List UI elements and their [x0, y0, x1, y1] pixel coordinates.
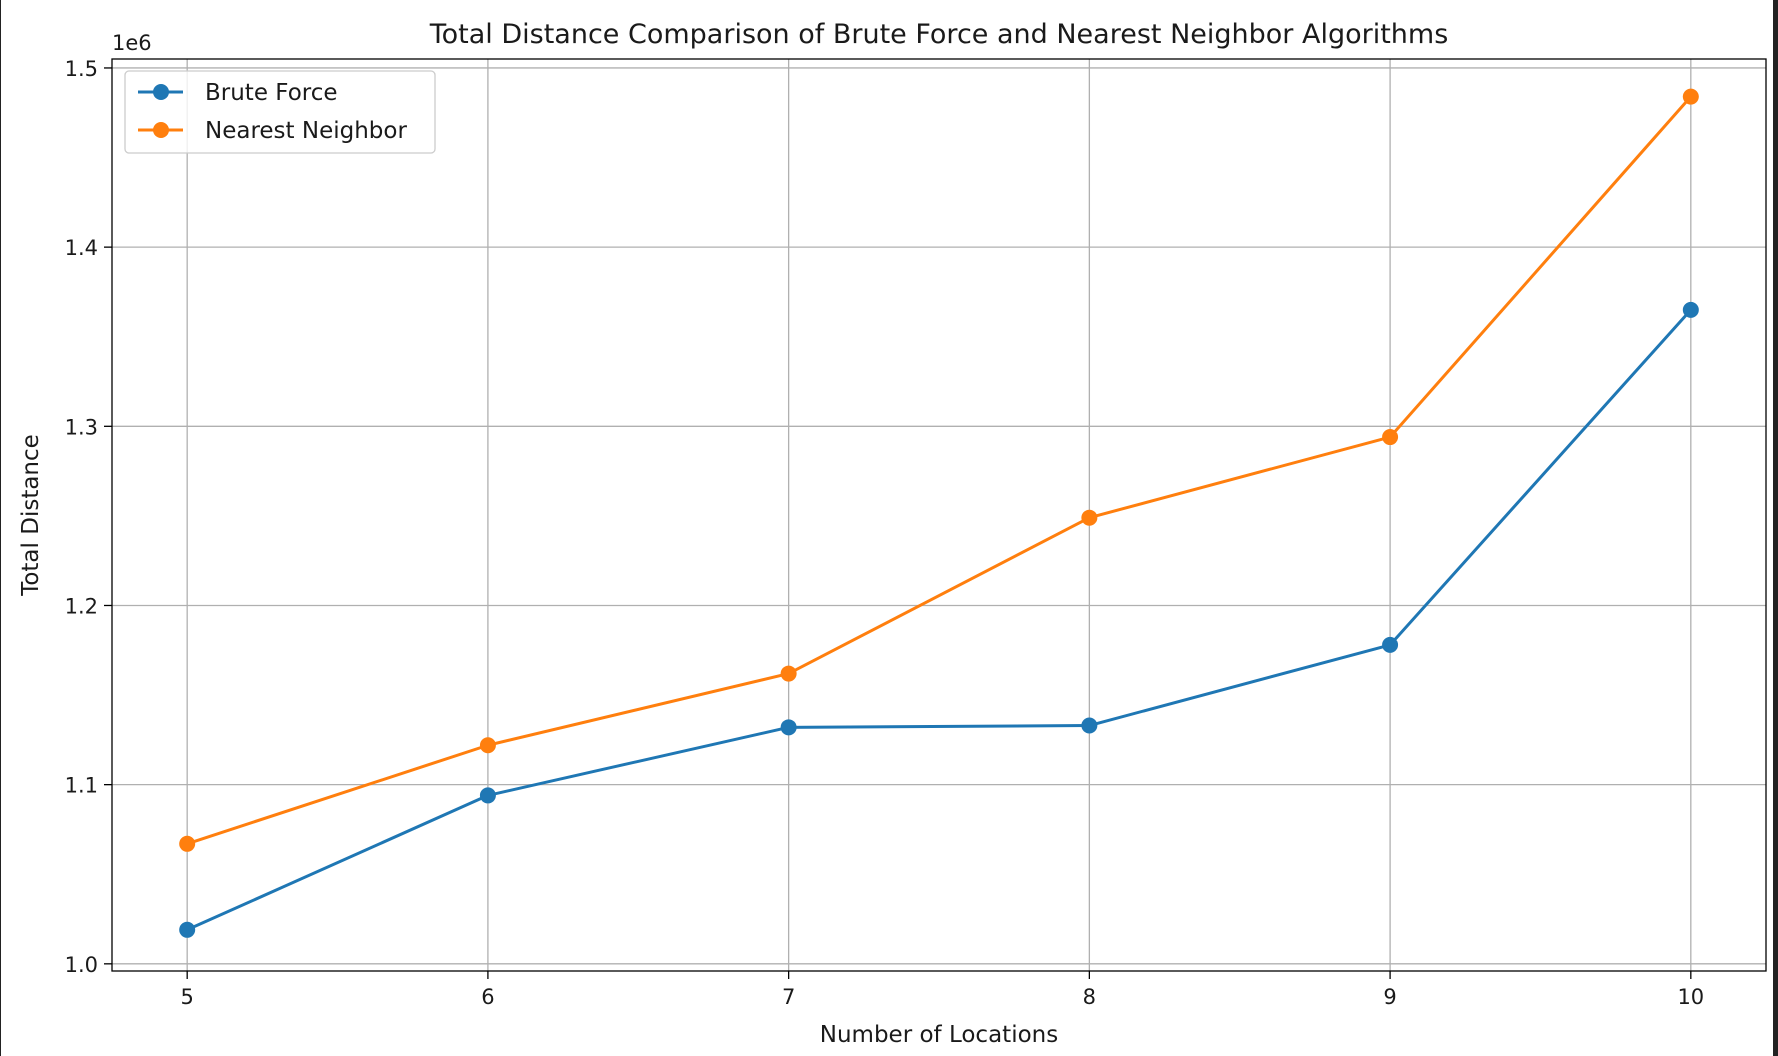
x-axis-ticks: 5 6 7 8 9 10	[180, 971, 1704, 1009]
x-tick-label: 8	[1083, 985, 1096, 1009]
legend-entry-brute-force: Brute Force	[138, 80, 338, 106]
grid	[112, 59, 1766, 971]
x-tick-label: 6	[481, 985, 494, 1009]
legend-marker-brute-force	[153, 84, 169, 100]
legend-marker-nearest-neighbor	[153, 122, 169, 138]
x-tick-label: 10	[1677, 985, 1704, 1009]
y-tick-label: 1.3	[65, 415, 98, 439]
data-point-nearest-neighbor	[179, 835, 196, 852]
y-tick-label: 1.4	[65, 236, 98, 260]
x-tick-label: 7	[782, 985, 795, 1009]
data-point-nearest-neighbor	[1081, 509, 1098, 526]
series-line-nearest-neighbor	[186, 95, 1692, 846]
data-point-nearest-neighbor	[1682, 88, 1699, 105]
legend-label-nearest-neighbor: Nearest Neighbor	[205, 118, 407, 144]
data-point-nearest-neighbor	[1382, 429, 1399, 446]
y-tick-label: 1.2	[65, 594, 98, 618]
legend-entry-nearest-neighbor: Nearest Neighbor	[138, 118, 407, 144]
plot-frame	[111, 58, 1767, 972]
y-offset-label: 1e6	[112, 31, 152, 55]
y-tick-label: 1.0	[65, 953, 98, 977]
y-tick-label: 1.5	[65, 57, 98, 81]
data-point-brute-force	[179, 921, 196, 938]
legend-label-brute-force: Brute Force	[205, 80, 338, 106]
chart-title: Total Distance Comparison of Brute Force…	[429, 19, 1449, 50]
y-axis-ticks: 1.0 1.1 1.2 1.3 1.4 1.5	[65, 57, 112, 977]
series-group	[179, 88, 1699, 938]
data-point-nearest-neighbor	[479, 737, 496, 754]
data-point-nearest-neighbor	[780, 665, 797, 682]
data-point-brute-force	[479, 787, 496, 804]
data-point-brute-force	[1382, 636, 1399, 653]
y-axis-label: Total Distance	[18, 434, 44, 597]
x-axis-label: Number of Locations	[820, 1022, 1058, 1048]
x-tick-label: 9	[1383, 985, 1396, 1009]
legend: Brute Force Nearest Neighbor	[124, 70, 436, 154]
data-point-brute-force	[1081, 717, 1098, 734]
legend-box	[124, 70, 436, 154]
data-point-brute-force	[780, 719, 797, 736]
y-tick-label: 1.1	[65, 774, 98, 798]
series-line-brute-force	[186, 308, 1692, 932]
x-tick-label: 5	[180, 985, 193, 1009]
data-point-brute-force	[1682, 301, 1699, 318]
